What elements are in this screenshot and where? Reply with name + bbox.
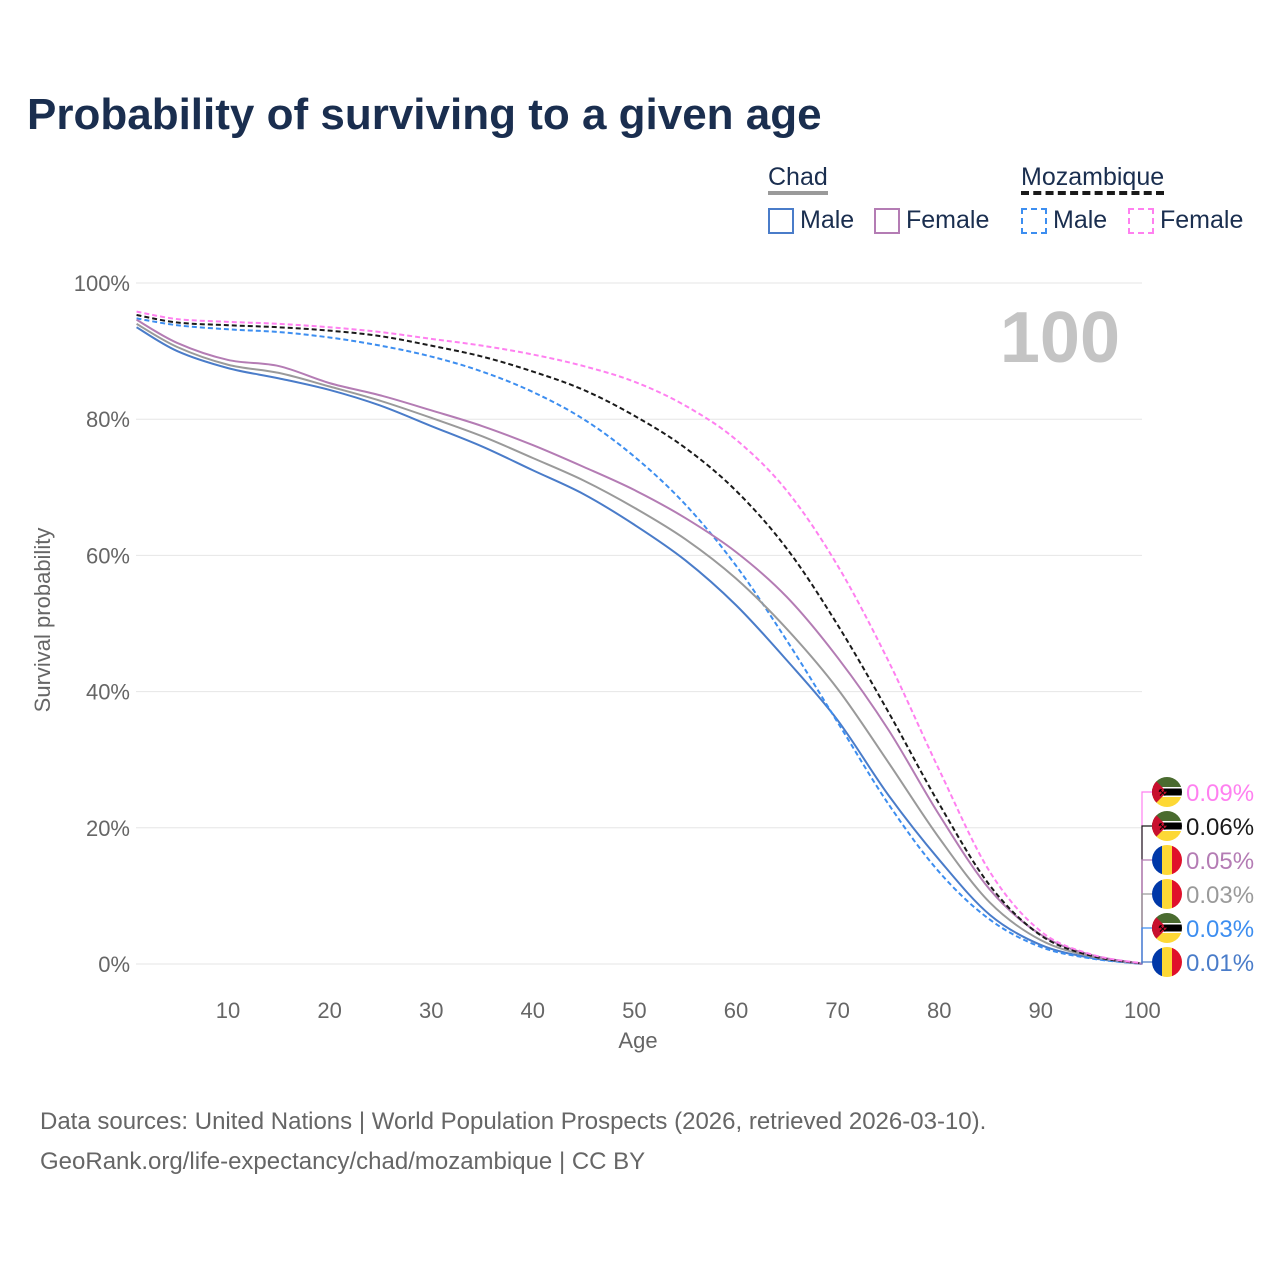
end-value-label: 0.03% [1186,916,1254,943]
x-tick-label: 90 [1029,998,1053,1023]
series-line-chad-male [136,326,1143,965]
x-tick-label: 40 [521,998,545,1023]
end-connector [1141,927,1152,964]
x-tick-label: 20 [317,998,341,1023]
x-tick-label: 60 [724,998,748,1023]
svg-text:⚒: ⚒ [1158,788,1167,799]
series-line-chad [136,322,1143,965]
svg-text:⚒: ⚒ [1158,924,1167,935]
legend-mozambique-male[interactable]: Male [1021,206,1107,235]
series-line-chad-female [136,318,1143,965]
x-tick-label: 50 [622,998,646,1023]
y-tick-label: 20% [86,816,130,841]
year-label: 100 [1000,298,1120,378]
chad-flag-icon [1152,845,1182,875]
x-tick-label: 10 [216,998,240,1023]
x-tick-label: 80 [927,998,951,1023]
series-line-mozambique-female [136,310,1143,965]
end-value-label: 0.06% [1186,814,1254,841]
end-connector [1141,961,1152,964]
x-axis-label: Age [618,1028,657,1053]
end-connector [1141,859,1152,964]
x-tick-label: 100 [1124,998,1161,1023]
legend-swatch-icon [874,207,900,234]
x-tick-label: 30 [419,998,443,1023]
svg-text:⚒: ⚒ [1158,822,1167,833]
legend-mozambique-title: Mozambique [1021,163,1165,195]
chad-flag-icon [1152,947,1182,977]
y-tick-label: 80% [86,407,130,432]
mozambique-flag-icon: ⚒ [1152,913,1182,943]
legend-swatch-icon [1128,207,1154,234]
y-axis-label: Survival probability [30,528,55,713]
end-value-label: 0.05% [1186,848,1254,875]
mozambique-flag-icon: ⚒ [1152,777,1182,807]
legend-swatch-icon [768,207,794,234]
y-tick-label: 100% [74,271,130,296]
series-line-mozambique-male [136,317,1143,965]
legend-label: Male [1053,206,1108,234]
x-tick-label: 70 [825,998,849,1023]
legend-label: Female [1160,206,1244,234]
footer-sources: Data sources: United Nations | World Pop… [40,1108,987,1135]
legend-chad-male[interactable]: Male [768,206,854,235]
legend-label: Female [906,206,990,234]
legend-chad-female[interactable]: Female [874,206,989,235]
series-line-mozambique [136,314,1143,965]
end-value-label: 0.03% [1186,882,1254,909]
end-connector [1141,791,1152,964]
end-connector [1141,893,1152,964]
mozambique-flag-icon: ⚒ [1152,811,1182,841]
y-tick-label: 0% [98,952,130,977]
footer-link[interactable]: GeoRank.org/life-expectancy/chad/mozambi… [40,1148,646,1175]
end-value-label: 0.01% [1186,950,1254,977]
chad-flag-icon [1152,879,1182,909]
chart-title: Probability of surviving to a given age [27,90,822,139]
end-connector [1141,825,1152,964]
legend-mozambique-female[interactable]: Female [1128,206,1243,235]
y-tick-label: 60% [86,543,130,568]
y-tick-label: 40% [86,680,130,705]
legend-swatch-icon [1021,207,1047,234]
end-value-label: 0.09% [1186,780,1254,807]
legend-label: Male [800,206,855,234]
legend-chad-title: Chad [768,163,828,195]
